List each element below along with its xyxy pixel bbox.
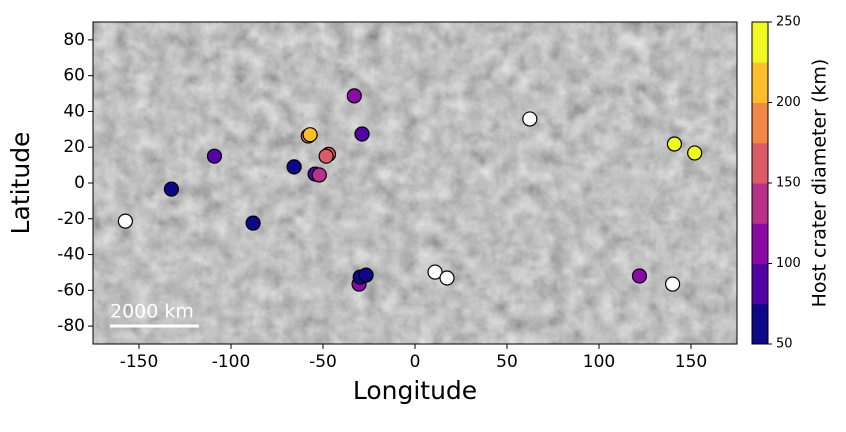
crater-point <box>427 264 443 280</box>
x-tick-label: 150 <box>675 352 707 372</box>
colorbar-segment <box>752 303 768 345</box>
crater-point <box>302 127 318 143</box>
x-tick-label: 100 <box>583 352 615 372</box>
crater-point <box>354 126 370 142</box>
colorbar-segment <box>752 22 768 63</box>
colorbar-tick-label: 200 <box>776 95 801 110</box>
y-axis-label: Latitude <box>6 132 35 235</box>
crater-point <box>245 215 261 231</box>
y-tick-label: -20 <box>57 209 85 229</box>
crater-point <box>311 167 327 183</box>
y-tick-label: 80 <box>63 30 85 50</box>
x-axis-label: Longitude <box>353 376 477 405</box>
crater-point <box>358 267 374 283</box>
x-tick-label: -50 <box>309 352 337 372</box>
y-tick-label: -80 <box>57 316 85 336</box>
crater-point <box>117 213 133 229</box>
colorbar-segment <box>752 102 768 144</box>
colorbar-tick-label: 100 <box>776 256 801 271</box>
colorbar-segment <box>752 183 768 224</box>
x-tick-label: 50 <box>496 352 518 372</box>
y-tick-label: -40 <box>57 245 85 265</box>
y-tick-label: 60 <box>63 66 85 86</box>
crater-point <box>286 159 302 175</box>
x-tick-label: 0 <box>410 352 421 372</box>
x-tick-label: -150 <box>120 352 159 372</box>
y-tick-label: -60 <box>57 280 85 300</box>
crater-point <box>631 268 648 284</box>
crater-point <box>206 148 223 164</box>
colorbar-tick-label: 150 <box>776 176 801 191</box>
crater-point <box>346 88 362 104</box>
crater-point <box>664 276 681 292</box>
colorbar-label: Host crater diameter (km) <box>809 59 831 308</box>
y-tick-label: 20 <box>63 137 85 157</box>
map-background <box>93 22 737 344</box>
crater-point <box>687 145 703 161</box>
crater-point <box>522 111 538 127</box>
crater-point <box>666 136 683 152</box>
colorbar-segment <box>752 142 768 184</box>
colorbar-tick-label: 250 <box>776 15 801 30</box>
colorbar-tick-label: 50 <box>776 337 793 352</box>
colorbar-segment <box>752 62 768 103</box>
scale-bar-label: 2000 km <box>110 301 194 323</box>
y-tick-label: 40 <box>63 101 85 121</box>
colorbar-segment <box>752 263 768 305</box>
y-tick-label: 0 <box>74 173 85 193</box>
crater-point <box>163 181 179 197</box>
crater-point <box>318 148 334 164</box>
x-tick-label: -100 <box>212 352 251 372</box>
colorbar-segment <box>752 223 768 264</box>
crater-point <box>439 270 455 286</box>
